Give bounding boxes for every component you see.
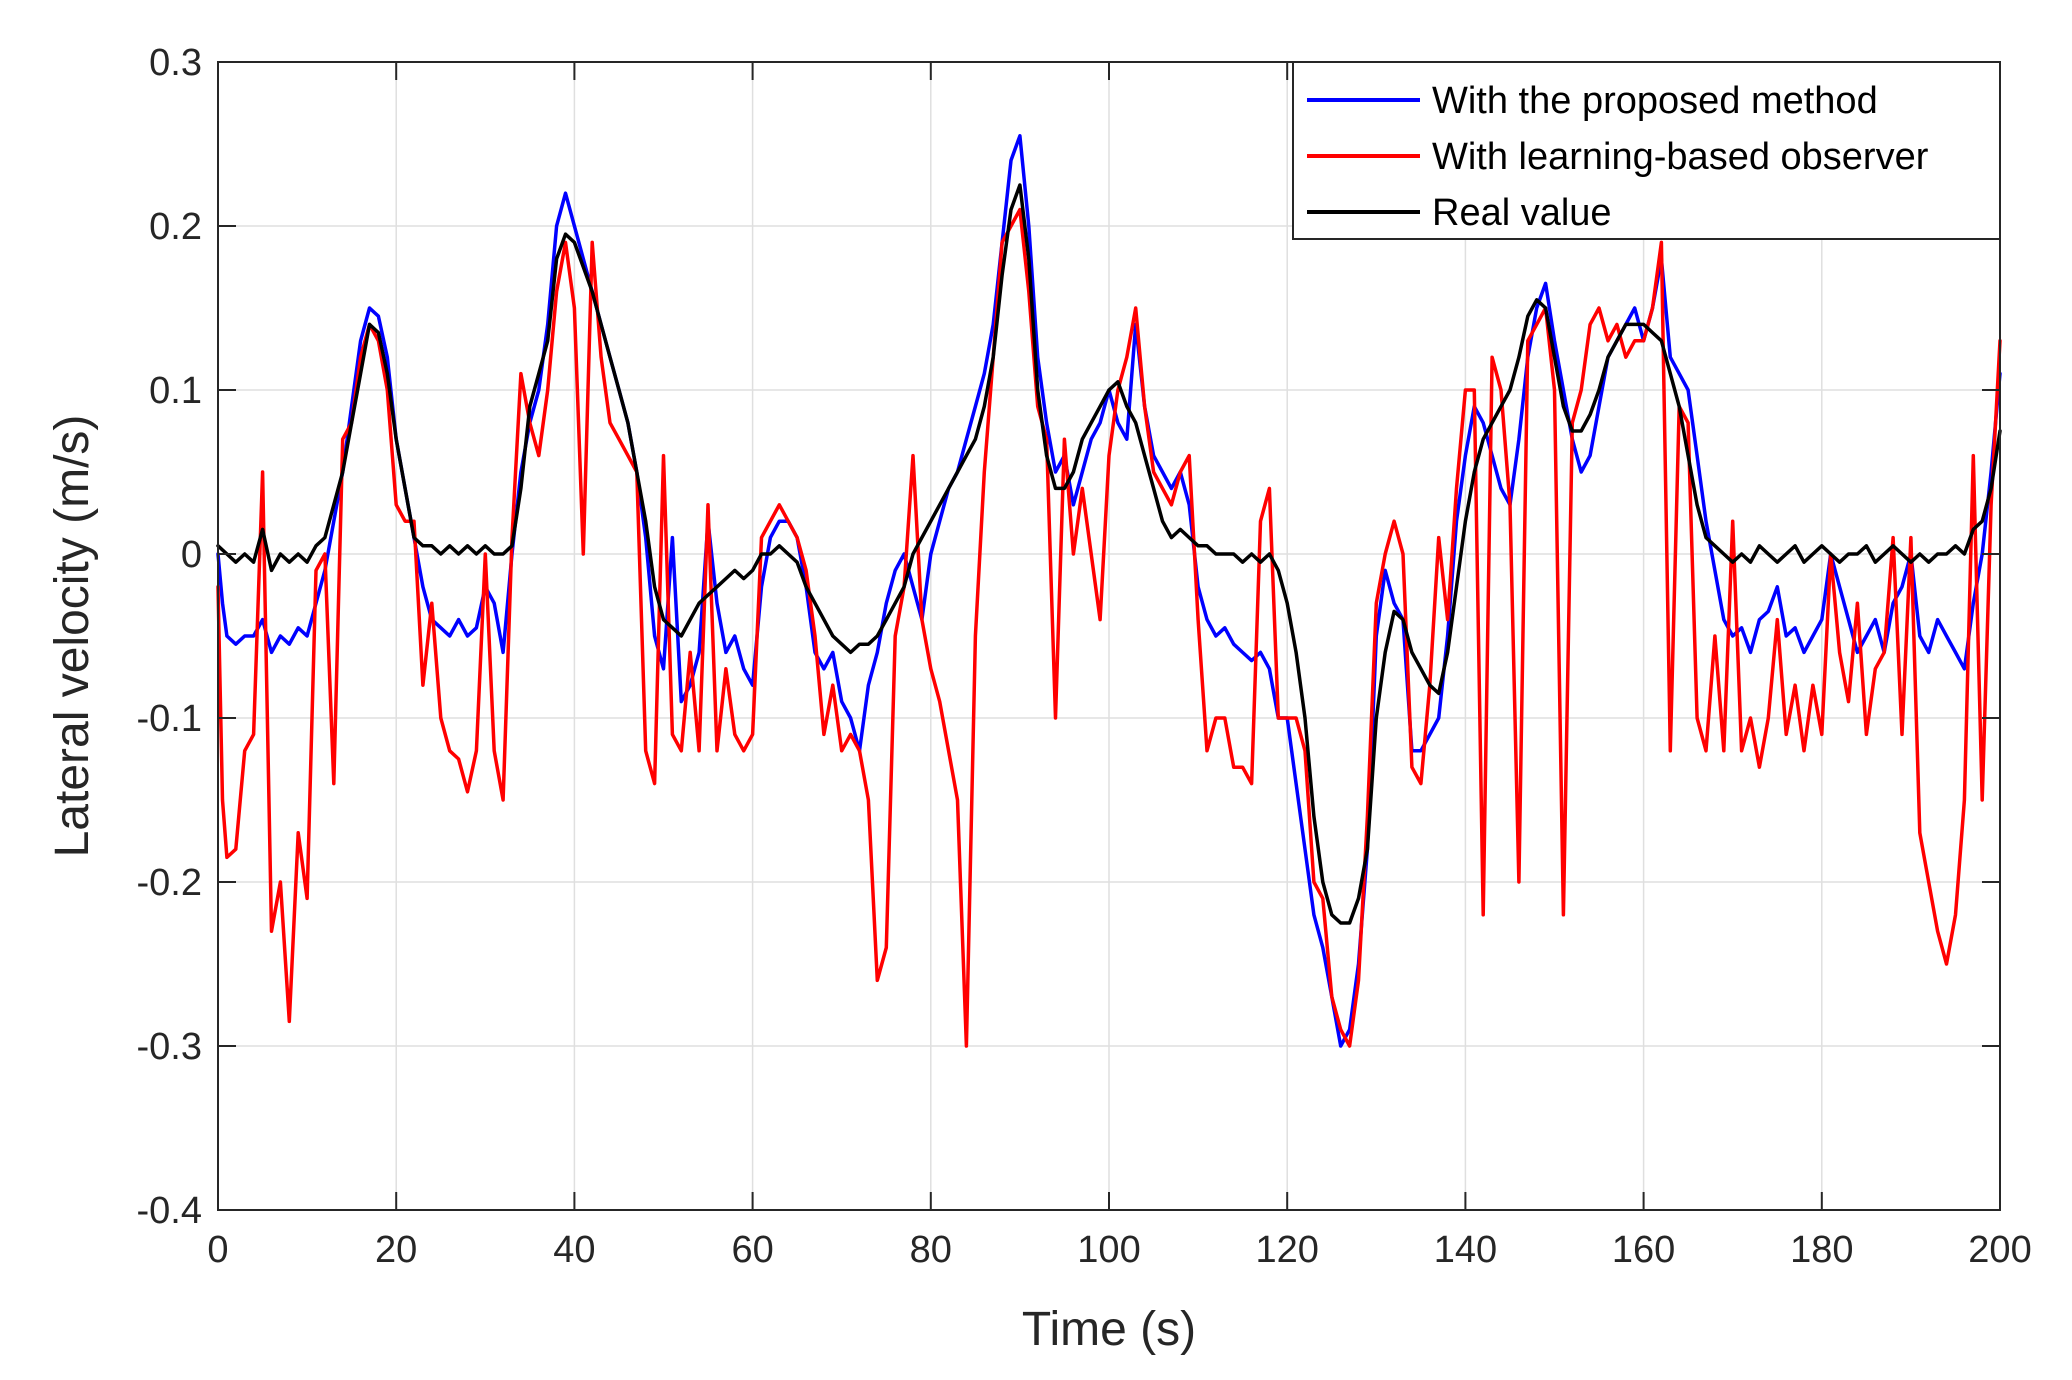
x-tick-label: 140 [1434,1229,1497,1271]
legend-label-real-value: Real value [1432,192,1612,234]
y-tick-label: -0.4 [137,1190,202,1232]
y-tick-label: -0.1 [137,698,202,740]
legend-label-with-learning-based-observer: With learning-based observer [1432,136,1929,178]
y-axis-title: Lateral velocity (m/s) [46,415,99,858]
y-tick-label: 0 [181,534,202,576]
y-tick-labels: -0.4 -0.3 -0.2 -0.1 0 0.1 0.2 0.3 [137,42,202,1232]
x-tick-label: 200 [1968,1229,2031,1271]
series-line-with-the-proposed-method [216,134,2002,1048]
x-tick-label: 100 [1077,1229,1140,1271]
y-tick-label: -0.3 [137,1026,202,1068]
x-tick-label: 80 [910,1229,952,1271]
x-tick-label: 0 [207,1229,228,1271]
series-line-real-value [216,183,2002,925]
y-tick-label: 0.3 [149,42,202,84]
legend: With the proposed method With learning-ba… [1292,61,2001,240]
x-tick-label: 120 [1255,1229,1318,1271]
x-tick-label: 20 [375,1229,417,1271]
x-tick-labels: 0 20 40 60 80 100 120 140 160 180 200 [207,1229,2031,1271]
y-tick-label: 0.2 [149,206,202,248]
series-line-with-learning-based-observer [216,207,2002,1048]
y-tick-label: -0.2 [137,862,202,904]
legend-label-with-the-proposed-method: With the proposed method [1432,80,1878,122]
x-axis-title: Time (s) [1022,1303,1196,1356]
x-tick-label: 40 [553,1229,595,1271]
x-tick-label: 60 [731,1229,773,1271]
x-tick-label: 180 [1790,1229,1853,1271]
legend-box [1292,61,2001,240]
x-tick-label: 160 [1612,1229,1675,1271]
y-tick-label: 0.1 [149,370,202,412]
series-layer [216,134,2002,1048]
